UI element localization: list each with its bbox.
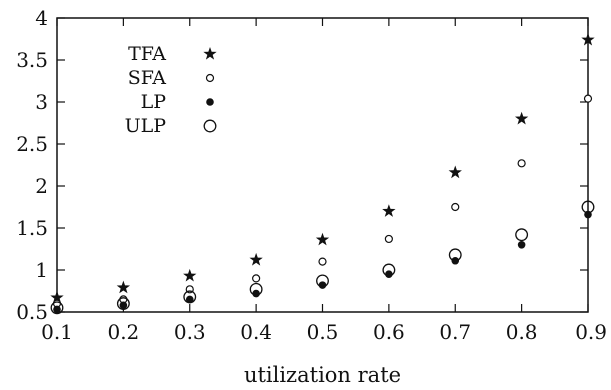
x-tick-label: 0.7 bbox=[439, 320, 471, 344]
x-tick-label: 0.9 bbox=[575, 320, 607, 344]
point-sfa bbox=[252, 274, 261, 283]
point-tfa bbox=[249, 252, 263, 266]
point-tfa bbox=[183, 268, 197, 282]
point-tfa bbox=[448, 165, 462, 179]
point-tfa bbox=[382, 204, 396, 217]
point-tfa bbox=[50, 290, 64, 304]
point-ulp bbox=[116, 297, 130, 311]
x-tick-label: 0.2 bbox=[107, 320, 139, 344]
legend-label-tfa: TFA bbox=[128, 43, 166, 65]
point-ulp bbox=[448, 248, 462, 262]
point-ulp bbox=[249, 282, 263, 296]
point-ulp bbox=[581, 200, 595, 214]
legend-label-sfa: SFA bbox=[128, 67, 167, 89]
y-tick-label: 3 bbox=[35, 90, 48, 114]
y-tick-label: 2.5 bbox=[16, 132, 48, 156]
point-tfa bbox=[315, 232, 330, 246]
point-ulp bbox=[515, 228, 529, 242]
x-tick-label: 0.8 bbox=[506, 320, 538, 344]
legend-marker-lp bbox=[206, 98, 214, 106]
point-sfa bbox=[451, 202, 460, 212]
x-tick-label: 0.3 bbox=[174, 320, 206, 344]
legend-marker-sfa bbox=[205, 73, 215, 83]
y-tick-label: 2 bbox=[35, 174, 48, 198]
point-tfa bbox=[116, 280, 131, 294]
point-lp bbox=[53, 305, 61, 314]
point-lp bbox=[517, 241, 526, 249]
legend-marker-ulp bbox=[203, 119, 217, 133]
y-tick-label: 4 bbox=[35, 6, 48, 30]
point-sfa bbox=[583, 94, 593, 103]
point-ulp bbox=[316, 274, 329, 288]
x-tick-label: 0.5 bbox=[307, 320, 339, 344]
point-sfa bbox=[318, 257, 327, 266]
point-lp bbox=[185, 295, 194, 304]
point-sfa bbox=[517, 159, 526, 168]
point-ulp bbox=[183, 290, 197, 304]
data-points bbox=[50, 32, 595, 315]
point-ulp bbox=[382, 263, 396, 277]
point-ulp bbox=[50, 301, 64, 315]
y-tick-label: 3.5 bbox=[16, 48, 48, 72]
x-tick-label: 0.1 bbox=[41, 320, 73, 344]
point-sfa bbox=[384, 234, 393, 244]
legend-marker-tfa bbox=[203, 47, 217, 60]
point-lp bbox=[252, 289, 260, 298]
series-ulp bbox=[50, 200, 595, 315]
y-tick-label: 1.5 bbox=[16, 216, 48, 240]
point-lp bbox=[318, 281, 327, 289]
legend-label-lp: LP bbox=[141, 91, 167, 113]
point-tfa bbox=[581, 32, 595, 46]
series-tfa bbox=[50, 32, 595, 304]
x-tick-label: 0.6 bbox=[373, 320, 405, 344]
x-tick-label: 0.4 bbox=[240, 320, 272, 344]
point-lp bbox=[385, 270, 393, 279]
point-tfa bbox=[514, 111, 529, 125]
legend-label-ulp: ULP bbox=[125, 115, 167, 137]
point-lp bbox=[119, 301, 128, 310]
y-tick-label: 1 bbox=[35, 258, 48, 282]
axis-tick-labels: 0.5 1 1.5 2 2.5 3 3.5 4 0.1 0.2 0.3 0.4 0.5 0.6 0.7 0.8… bbox=[16, 6, 607, 344]
x-axis-title: utilization rate bbox=[244, 363, 401, 387]
y-tick-label: 0.5 bbox=[16, 300, 48, 324]
